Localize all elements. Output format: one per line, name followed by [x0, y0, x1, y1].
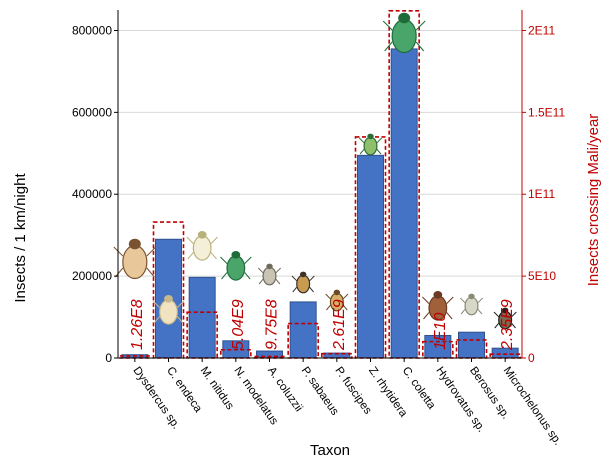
- bar-7: [357, 154, 384, 359]
- brown-beetle-icon: [422, 290, 454, 321]
- x-axis-label: Taxon: [310, 442, 350, 459]
- bar-8: [390, 48, 418, 359]
- green-beetle-icon: [220, 250, 252, 281]
- y-tick-label-4: 800000: [72, 23, 112, 37]
- y2-tick-label-4: 2E11: [528, 23, 555, 37]
- annotation-0: 1.26E8: [129, 299, 146, 350]
- right-axis-ticks: 0 5E10 1E11 1.5E11 2E11: [522, 23, 565, 365]
- black-wasp-icon: [493, 307, 517, 330]
- annotation-4: 9.75E8: [264, 299, 281, 350]
- right-bar-10: [455, 339, 488, 359]
- annotation-9: 1E10: [432, 313, 449, 350]
- bar-2: [188, 276, 216, 359]
- y-tick-label-1: 200000: [72, 269, 112, 283]
- bars: [121, 48, 519, 359]
- left-axis-ticks: 0 200000 400000 600000 800000: [72, 23, 118, 365]
- x-tick-label-2: M. nitidus: [198, 365, 236, 412]
- grid: [118, 29, 522, 277]
- fly-icon: [291, 271, 315, 294]
- y-tick-label-2: 400000: [72, 187, 112, 201]
- y-tick-label-3: 600000: [72, 105, 112, 119]
- annotation-11: 2.35E9: [499, 299, 516, 351]
- bar-10: [458, 331, 485, 359]
- y2-tick-label-1: 5E10: [528, 269, 556, 283]
- bar-5: [289, 301, 317, 359]
- y2-tick-label-3: 1.5E11: [528, 105, 565, 119]
- x-tick-label-11: Microchelonus sp.: [501, 365, 564, 448]
- green-beetle-icon: [382, 12, 426, 54]
- annotation-6: 2.61E9: [331, 299, 348, 351]
- x-tick-label-8: C. coletta: [400, 365, 438, 412]
- green-bug-icon: [358, 133, 383, 156]
- right-bar-2: [186, 311, 218, 359]
- y-tick-label-0: 0: [105, 351, 112, 365]
- y2-tick-label-0: 0: [528, 351, 535, 365]
- y2-tick-label-2: 1E11: [528, 187, 555, 201]
- axes: [117, 10, 523, 359]
- annotations: 1.26E8 5.04E9 9.75E8 2.61E9 1E10 2.35E9: [129, 299, 516, 351]
- pale-beetle-icon: [459, 293, 484, 316]
- dysdercus-bug-icon: [113, 238, 157, 280]
- insect-icons: [113, 12, 517, 330]
- y-axis-label: Insects / 1 km/night: [12, 173, 29, 303]
- leafhopper-icon: [152, 294, 185, 325]
- small-wasp-icon: [325, 289, 349, 312]
- right-bar-1: [152, 221, 185, 359]
- mosquito-icon: [257, 263, 282, 286]
- annotation-3: 5.04E9: [230, 299, 247, 350]
- y2-axis-label: Insects crossing Mali/year: [585, 114, 602, 287]
- whitefly-icon: [186, 230, 218, 261]
